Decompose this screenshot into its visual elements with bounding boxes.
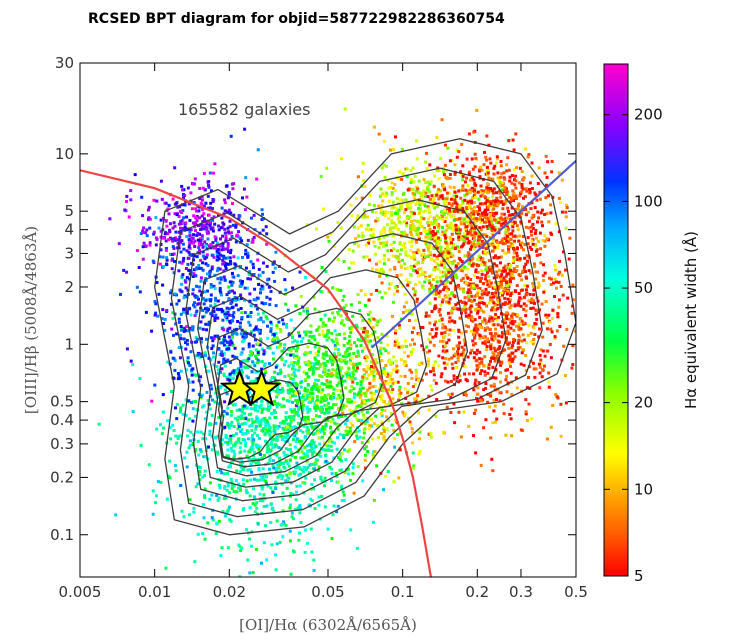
x-tick-label: 0.1 <box>391 583 415 601</box>
density-contour <box>217 379 304 460</box>
x-tick-label: 0.02 <box>213 583 246 601</box>
colorbar-label: Hα equivalent width (Å) <box>681 231 700 409</box>
colorbar-tick-label: 5 <box>634 567 644 585</box>
density-contour <box>185 199 507 502</box>
colorbar-tick-label: 20 <box>634 394 653 412</box>
y-tick-label: 4 <box>64 221 74 239</box>
y-tick-label: 5 <box>64 202 74 220</box>
x-tick-label: 0.005 <box>59 583 102 601</box>
density-contour <box>213 307 384 468</box>
chart-title: RCSED BPT diagram for objid=587722982286… <box>88 11 505 27</box>
galaxy-count-annotation: 165582 galaxies <box>178 100 310 119</box>
x-tick-label: 0.5 <box>564 583 588 601</box>
colorbar-tick-label: 10 <box>634 480 653 498</box>
y-tick-label: 1 <box>64 335 74 353</box>
y-axis-ticks: 0.1 0.2 0.3 0.40.5 1 2 3 45 10 30 <box>50 54 576 544</box>
colorbar-tick-label: 50 <box>634 279 653 297</box>
x-tick-label: 0.05 <box>311 583 344 601</box>
density-contour <box>170 167 543 518</box>
demarcation-line <box>80 169 432 577</box>
density-contours <box>154 138 576 536</box>
x-tick-label: 0.01 <box>138 583 171 601</box>
y-tick-label: 0.5 <box>50 393 74 411</box>
colorbar <box>603 63 629 577</box>
y-axis-label: [OIII]/Hβ (5008Å/4863Å) <box>22 226 40 414</box>
y-tick-label: 30 <box>55 54 74 72</box>
demarcation-line <box>370 159 576 349</box>
y-tick-label: 0.1 <box>50 526 74 544</box>
y-tick-label: 0.3 <box>50 435 74 453</box>
density-contour <box>197 233 469 488</box>
colorbar-tick-label: 200 <box>634 106 663 124</box>
density-contour <box>216 342 345 463</box>
marked-objects <box>219 368 282 407</box>
x-tick-label: 0.3 <box>509 583 533 601</box>
object-star-marker <box>241 368 282 407</box>
y-tick-label: 2 <box>64 278 74 296</box>
density-contour <box>206 269 428 477</box>
demarcation-lines <box>80 159 576 577</box>
y-tick-label: 0.2 <box>50 468 74 486</box>
y-tick-label: 3 <box>64 244 74 262</box>
y-tick-label: 0.4 <box>50 411 74 429</box>
x-axis-ticks: 0.005 0.01 0.02 0.05 0.1 0.2 0.3 0.5 <box>59 63 588 601</box>
density-contour <box>154 138 576 536</box>
x-tick-label: 0.2 <box>465 583 489 601</box>
y-tick-label: 10 <box>55 145 74 163</box>
x-axis-label: [OI]/Hα (6302Å/6565Å) <box>239 616 417 634</box>
colorbar-ticks: 5 10 20 50 100 200 <box>604 106 663 585</box>
colorbar-tick-label: 100 <box>634 192 663 210</box>
